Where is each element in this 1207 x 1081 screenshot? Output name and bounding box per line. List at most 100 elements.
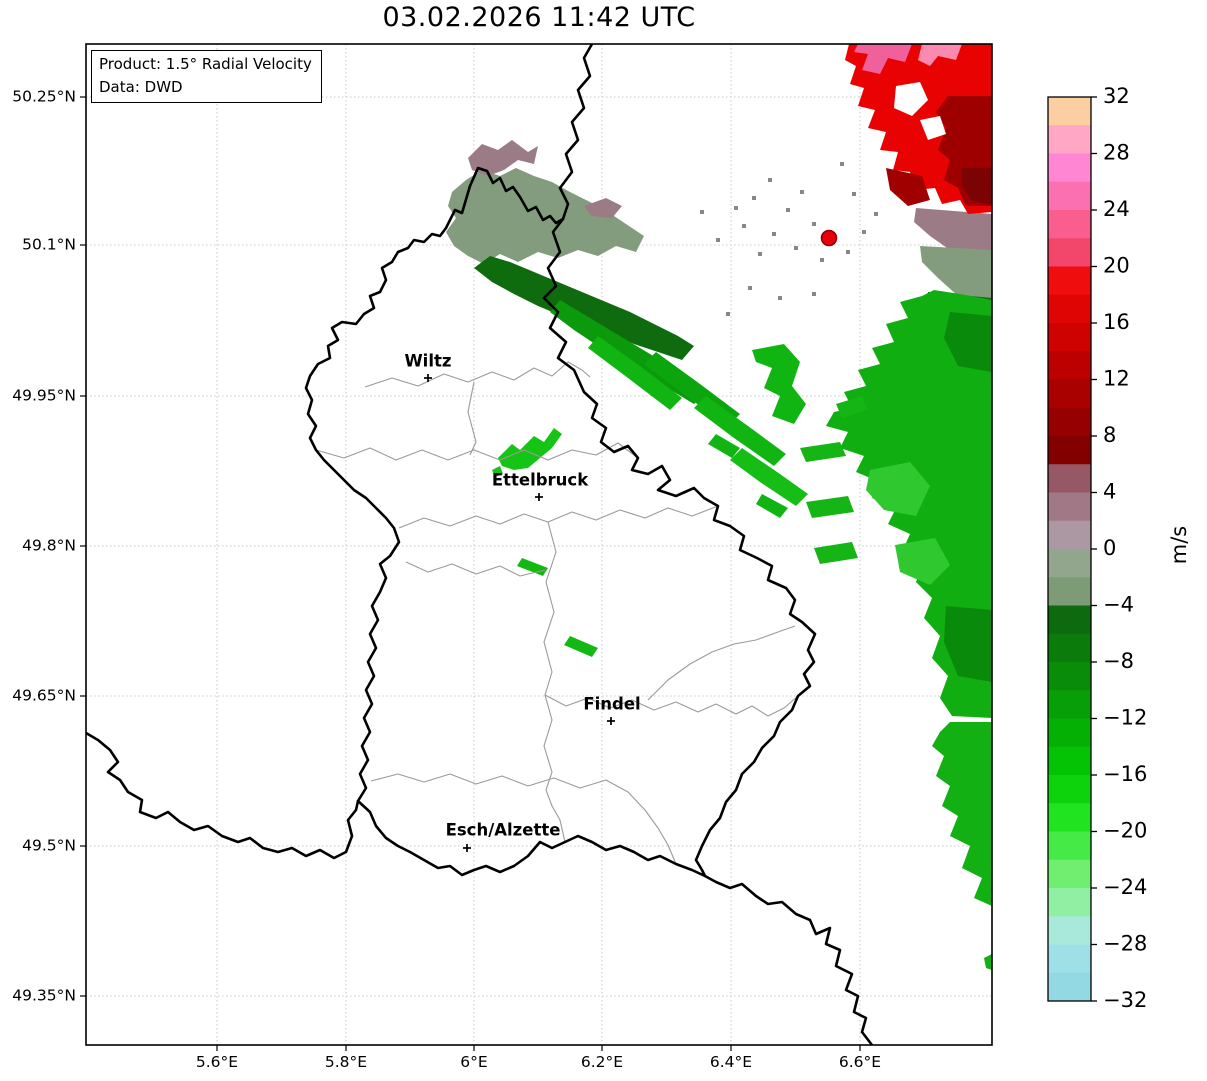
colorbar-tick-label: 20	[1103, 254, 1130, 278]
colorbar-segment	[1048, 520, 1091, 550]
colorbar-segment	[1048, 803, 1091, 832]
x-tick-label: 6.4°E	[710, 1053, 752, 1071]
radar-echo	[752, 344, 806, 424]
x-tick-label: 5.6°E	[196, 1053, 238, 1071]
y-tick-label: 50.1°N	[22, 236, 76, 254]
colorbar-segment	[1048, 549, 1091, 578]
colorbar-segment	[1048, 210, 1091, 239]
radar-echo	[468, 140, 538, 176]
colorbar-segment	[1048, 323, 1091, 352]
colorbar-segment	[1048, 859, 1091, 889]
colorbar-segment	[1048, 690, 1091, 719]
radar-echo	[836, 396, 868, 418]
radar-speckle	[786, 208, 790, 212]
radar-echo	[984, 954, 992, 970]
radar-echo	[854, 44, 912, 74]
colorbar-tick-label: 0	[1103, 536, 1116, 560]
radar-site-dot	[820, 229, 838, 247]
be-de-border	[558, 44, 594, 221]
country-borders	[86, 44, 874, 1045]
city-label: Esch/Alzette	[446, 821, 561, 840]
radar-echo	[894, 82, 928, 116]
radar-speckle	[846, 250, 850, 254]
radar-echo	[918, 44, 962, 66]
x-tick-label: 6.2°E	[581, 1053, 623, 1071]
radar-speckle	[862, 230, 866, 234]
radar-speckle	[734, 206, 738, 210]
colorbar-tick-label: −12	[1103, 706, 1147, 730]
colorbar-segment	[1048, 379, 1091, 409]
radar-speckle	[812, 222, 816, 226]
y-tick-label: 49.5°N	[22, 837, 76, 855]
radar-speckle	[820, 258, 824, 262]
colorbar-segment	[1048, 294, 1091, 324]
luxembourg-border	[304, 166, 817, 878]
colorbar-tick-label: −4	[1103, 593, 1134, 617]
colorbar-segment	[1048, 746, 1091, 776]
colorbar-segment	[1048, 944, 1091, 974]
x-tick-label: 6.6°E	[839, 1053, 881, 1071]
radar-echo	[694, 396, 786, 466]
product-line: Product: 1.5° Radial Velocity	[99, 55, 312, 73]
colorbar-segment	[1048, 633, 1091, 663]
colorbar-segment	[1048, 464, 1091, 493]
radar-echo	[708, 434, 740, 458]
radar-echo	[962, 168, 992, 205]
city-labels: Wiltz Ettelbruck Findel Esch/Alzette	[404, 352, 641, 852]
colorbar-segment	[1048, 407, 1091, 437]
map-frame	[85, 43, 993, 1046]
radar-echoes	[446, 44, 992, 970]
radar-echo	[446, 168, 644, 264]
colorbar-tick-label: 16	[1103, 310, 1130, 334]
radar-speckle	[772, 232, 776, 236]
radar-echo	[914, 208, 992, 252]
colorbar-tick-label: 8	[1103, 423, 1116, 447]
radar-speckle	[748, 286, 752, 290]
city-label: Findel	[583, 695, 640, 714]
axis-ticks: 5.6°E 5.8°E 6°E 6.2°E 6.4°E 6.6°E 50.25°N 50.1°…	[12, 88, 881, 1072]
radar-echo	[866, 462, 930, 516]
radar-echo	[886, 168, 930, 206]
radar-echo	[800, 442, 846, 462]
radar-speckle	[700, 210, 704, 214]
fr-be-border	[86, 731, 360, 860]
radar-speckle	[840, 162, 844, 166]
colorbar-tick-label: 4	[1103, 480, 1116, 504]
radar-speckle	[716, 238, 720, 242]
radar-speckle	[742, 224, 746, 228]
colorbar-segment	[1048, 916, 1091, 945]
colorbar-segment	[1048, 662, 1091, 691]
y-tick-label: 49.95°N	[12, 387, 76, 405]
radar-echo	[474, 256, 694, 360]
radar-speckle	[852, 192, 856, 196]
radar-echo	[932, 722, 992, 906]
radar-echo	[498, 428, 562, 470]
radar-echo	[944, 312, 992, 372]
colorbar-segment	[1048, 153, 1091, 183]
colorbar-tick-label: 12	[1103, 367, 1130, 391]
radar-echo	[492, 466, 503, 477]
colorbar-segment	[1048, 181, 1091, 211]
radar-speckle	[752, 196, 756, 200]
colorbar-segment	[1048, 238, 1091, 267]
colorbar-tick-label: −32	[1103, 988, 1147, 1012]
radar-echo	[588, 336, 682, 410]
radar-speckle	[778, 296, 782, 300]
colorbar-segment	[1048, 718, 1091, 748]
fr-de-border	[703, 874, 874, 1045]
colorbar-segment	[1048, 577, 1091, 606]
radar-speckle	[768, 178, 772, 182]
x-tick-label: 6°E	[460, 1053, 487, 1071]
colorbar-tick-label: 32	[1103, 84, 1130, 108]
district-borders	[315, 361, 799, 865]
product-info-box: Product: 1.5° Radial Velocity Data: DWD	[91, 50, 322, 103]
radar-speckle	[812, 292, 816, 296]
radar-echo	[564, 636, 598, 657]
radar-echo	[814, 542, 858, 564]
radar-echo	[730, 448, 808, 506]
colorbar-unit-label: m/s	[1167, 525, 1191, 565]
colorbar-segment	[1048, 351, 1091, 380]
colorbar-segment	[1048, 266, 1091, 296]
